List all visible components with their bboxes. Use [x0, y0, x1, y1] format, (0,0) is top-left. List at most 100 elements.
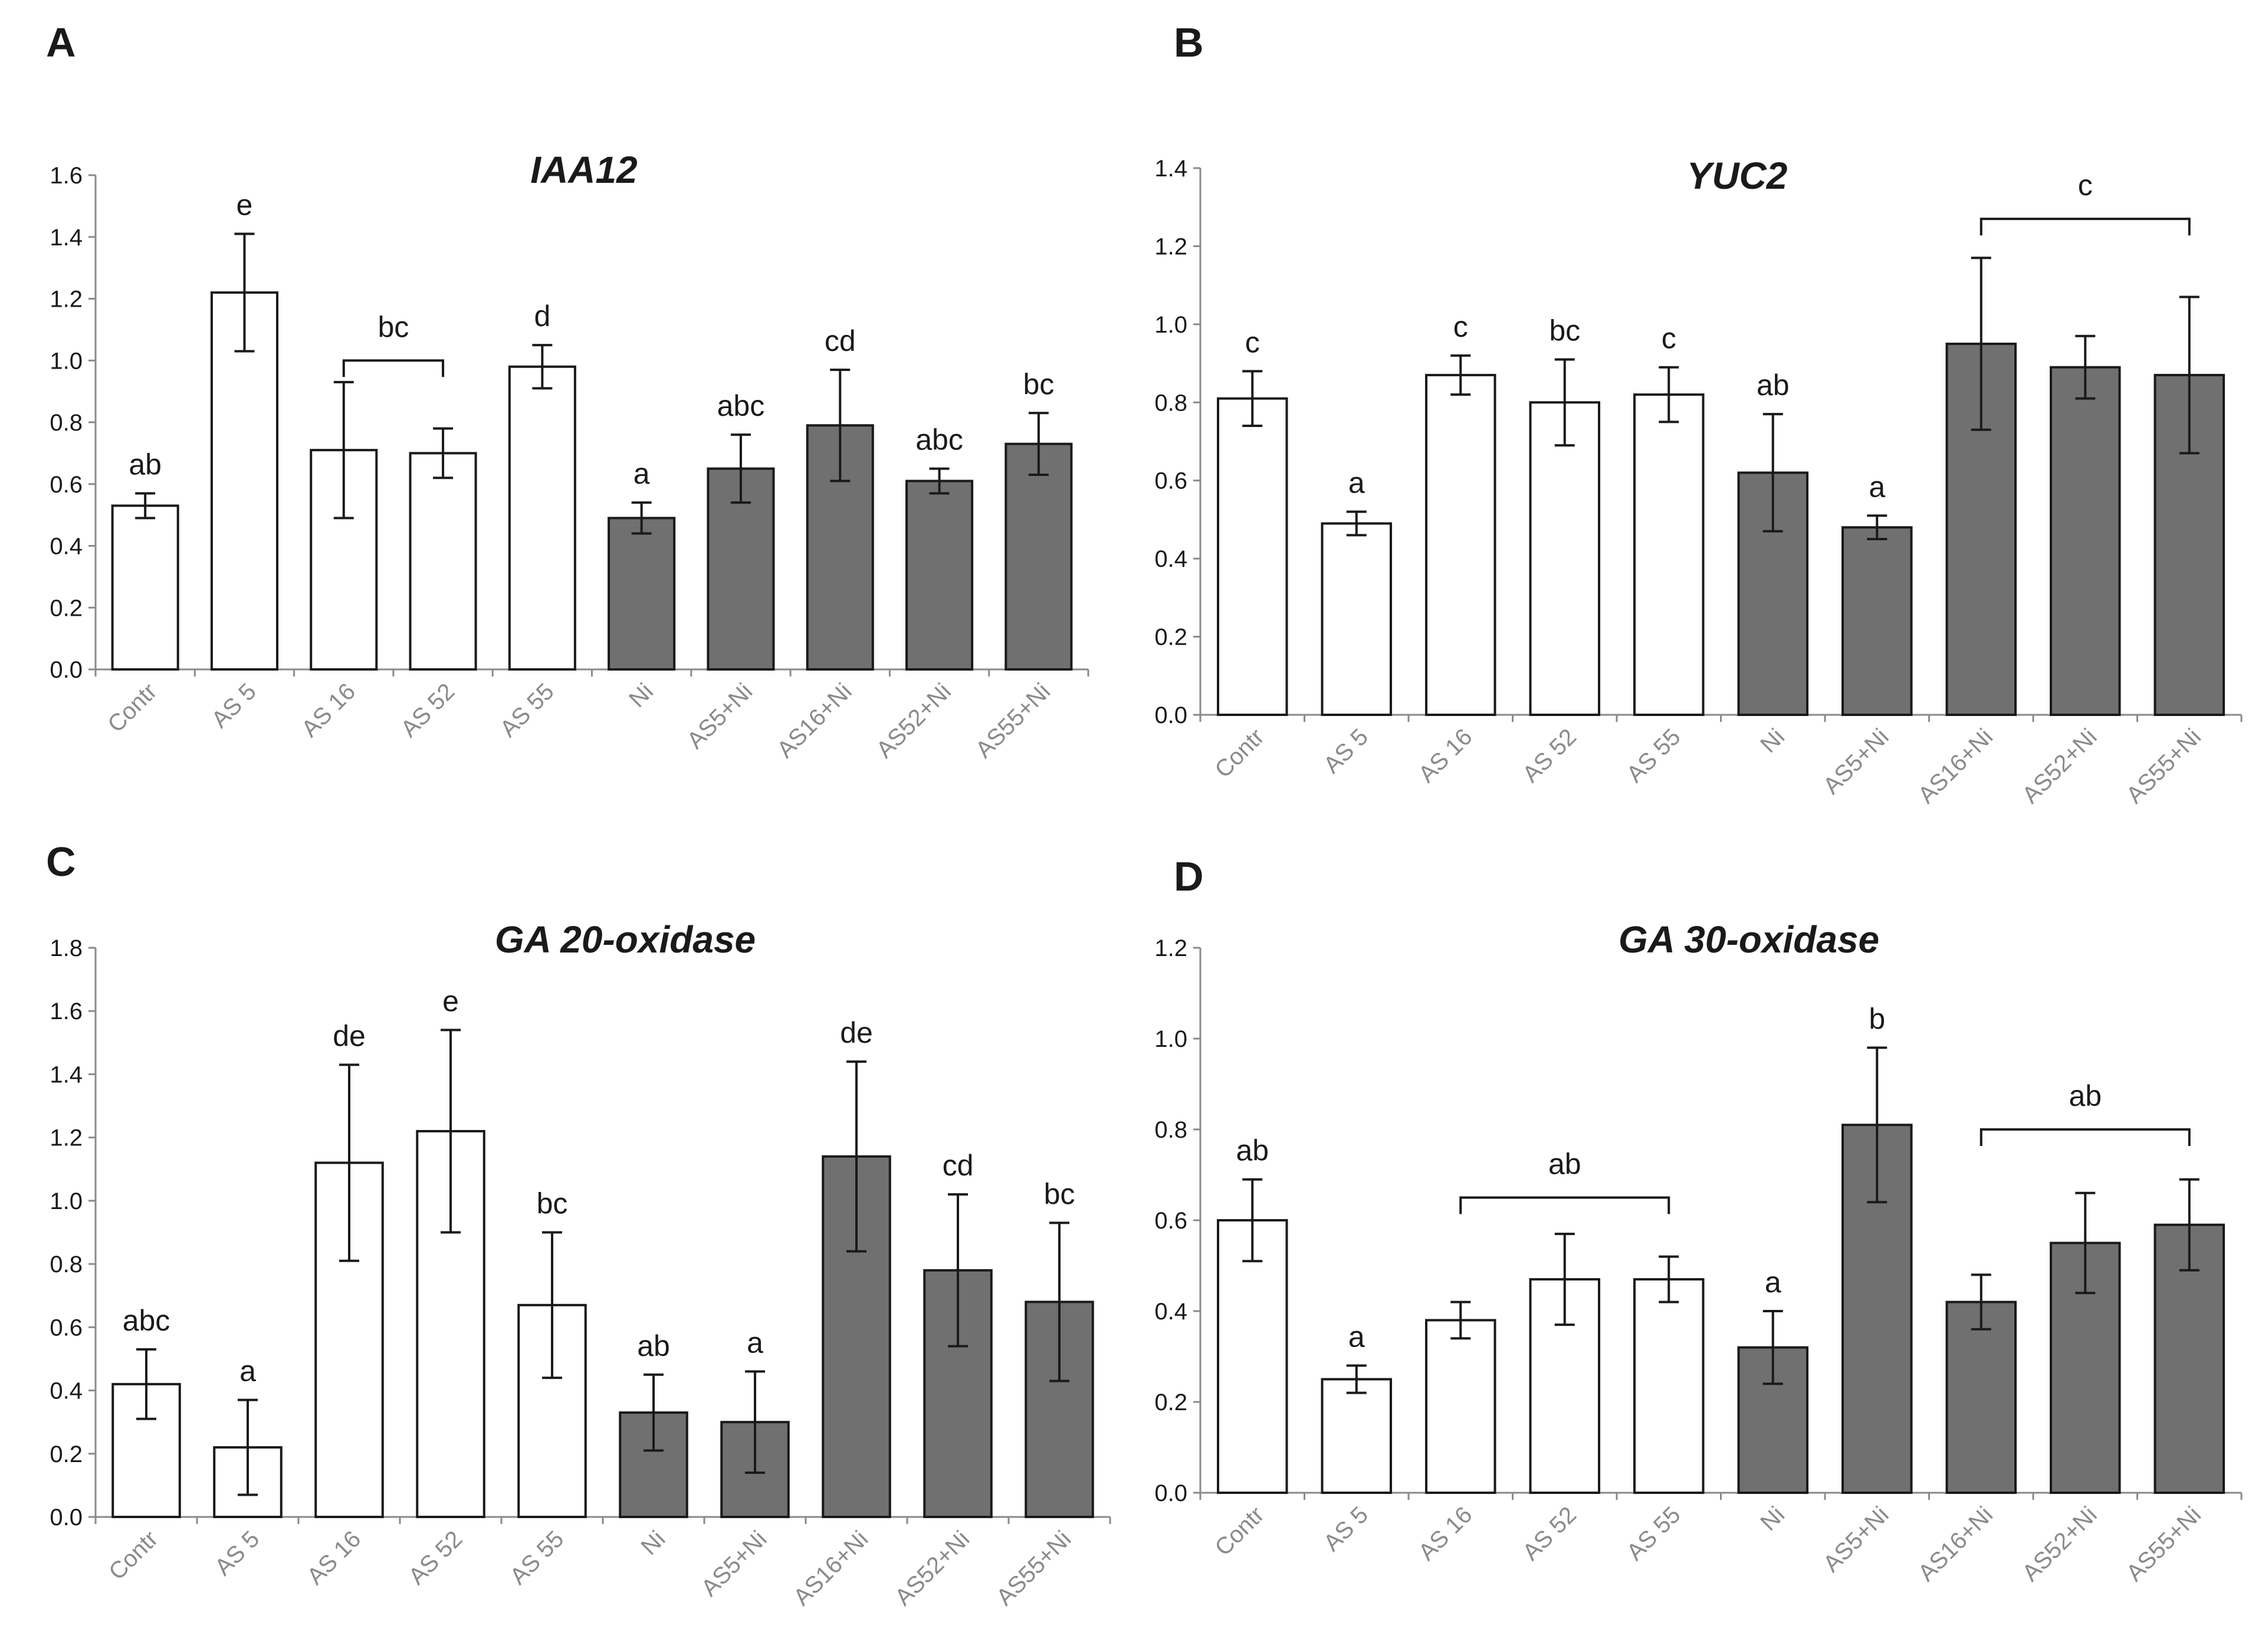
panel-a-category-label: AS 5 — [206, 678, 261, 733]
panel-b-bar — [1841, 526, 1913, 717]
panel-d-bar — [1217, 1219, 1288, 1494]
panel-c-y-tick-label: 1.0 — [50, 1188, 83, 1214]
panel-a-significance-bracket — [342, 359, 445, 377]
panel-c-y-tick-label: 1.2 — [50, 1125, 83, 1151]
panel-b-y-tick-label: 0.2 — [1154, 625, 1187, 651]
panel-c-y-tick-label: 1.6 — [50, 999, 83, 1024]
panel-b-category-label: AS16+Ni — [1913, 724, 1998, 809]
panel-a-letter: A — [46, 19, 76, 65]
panel-b-y-tick-label: 1.2 — [1154, 234, 1187, 260]
panel-d-y-tick-label: 1.0 — [1154, 1026, 1187, 1052]
panel-d-category-label: AS52+Ni — [2017, 1502, 2102, 1587]
panel-d-bar — [1633, 1278, 1705, 1495]
panel-b-bar — [1425, 373, 1496, 716]
panel-a-bar — [111, 504, 179, 671]
panel-c-y-tick-label: 0.8 — [50, 1252, 83, 1277]
panel-a-y-tick-label: 0.6 — [50, 472, 83, 498]
panel-a-significance-letter: e — [237, 189, 253, 222]
panel-a: A IAA12 0.0 0.2 0.4 0.6 0.8 1.0 1.2 1.4 1.6 ab Con… — [46, 19, 1089, 763]
panel-c-category-label: AS5+Ni — [697, 1526, 772, 1601]
panel-b-category-label: AS55+Ni — [2122, 724, 2207, 809]
panel-b-significance-letter: c — [1245, 326, 1260, 359]
panel-a-y-tick-label: 1.4 — [50, 225, 83, 251]
panel-a-significance-letter: bc — [1023, 367, 1054, 400]
panel-a-y-tick-label: 0.0 — [50, 657, 83, 683]
panel-b-y-tick-label: 0.6 — [1154, 468, 1187, 494]
panel-a-category-label: AS52+Ni — [871, 678, 956, 763]
panel-b-significance-letter: a — [1348, 467, 1365, 500]
panel-b-bar — [2050, 366, 2121, 716]
panel-c-significance-letter: a — [747, 1326, 763, 1359]
panel-b-category-label: AS52+Ni — [2017, 724, 2102, 809]
panel-b-y-tick-label: 0.4 — [1154, 546, 1187, 572]
panel-c-category-label: AS 55 — [505, 1526, 569, 1589]
panel-a-significance-letter: a — [633, 457, 650, 490]
panel-c-category-label: AS 5 — [210, 1526, 264, 1580]
panel-b-title: YUC2 — [1687, 155, 1788, 197]
panel-d-bar — [1321, 1378, 1392, 1494]
panel-c-significance-letter: ab — [637, 1329, 670, 1362]
panel-c-category-label: AS16+Ni — [789, 1526, 874, 1611]
panel-a-y-tick-label: 1.0 — [50, 348, 83, 374]
panel-d-y-tick-label: 1.2 — [1154, 935, 1187, 961]
panel-d-significance-letter: a — [1765, 1266, 1781, 1299]
panel-b-bar — [1217, 397, 1288, 716]
panel-a-y-tick-label: 0.2 — [50, 595, 83, 621]
panel-b-bar — [1633, 393, 1705, 716]
panel-c-y-tick-label: 1.8 — [50, 935, 83, 961]
panel-b-y-tick-label: 0.0 — [1154, 702, 1187, 728]
panel-a-y-tick-label: 0.8 — [50, 410, 83, 436]
panel-d-y-tick-label: 0.6 — [1154, 1208, 1187, 1234]
panel-a-significance-letter: abc — [915, 423, 963, 456]
panel-d-significance-bracket — [1980, 1128, 2191, 1146]
panel-a-bar — [608, 517, 676, 671]
panel-a-category-label: AS16+Ni — [772, 678, 857, 763]
panel-b-category-label: AS 5 — [1319, 724, 1373, 778]
panel-a-significance-letter: ab — [129, 448, 162, 481]
panel-c-significance-letter: cd — [943, 1149, 974, 1182]
panel-c-y-tick-label: 0.2 — [50, 1441, 83, 1467]
panel-b: B YUC2 0.0 0.2 0.4 0.6 0.8 1.0 1.2 1.4 c Contr a AS… — [1154, 19, 2243, 809]
panel-b-significance-letter: bc — [1549, 314, 1580, 347]
panel-c-category-label: AS52+Ni — [890, 1526, 975, 1611]
panel-d-category-label: AS16+Ni — [1913, 1502, 1998, 1587]
panel-a-category-label: AS 16 — [297, 678, 360, 742]
panel-d-category-label: AS 55 — [1621, 1502, 1685, 1565]
panel-d-category-label: AS 52 — [1518, 1502, 1581, 1565]
panel-a-plot-area: 0.0 0.2 0.4 0.6 0.8 1.0 1.2 1.4 1.6 ab Contr e AS 5 A… — [50, 163, 1089, 763]
panel-c-significance-letter: de — [333, 1019, 366, 1052]
panel-d-title: GA 30-oxidase — [1619, 918, 1879, 961]
panel-c-significance-letter: e — [442, 984, 459, 1017]
panel-a-category-label: AS55+Ni — [971, 678, 1056, 763]
panel-b-category-label: Ni — [1755, 724, 1790, 758]
panel-a-category-label: Ni — [624, 678, 658, 712]
panel-d-significance-bracket — [1459, 1196, 1670, 1214]
panel-b-category-label: AS 16 — [1413, 724, 1477, 787]
panel-d-category-label: Ni — [1755, 1502, 1790, 1536]
panel-b-y-tick-label: 1.4 — [1154, 156, 1187, 182]
panel-d-category-label: AS 16 — [1413, 1502, 1477, 1565]
panel-a-category-label: Contr — [103, 678, 162, 737]
panel-c-category-label: Ni — [636, 1526, 671, 1560]
panel-a-bracket-label: bc — [378, 310, 409, 343]
panel-d-significance-letter: a — [1348, 1320, 1365, 1353]
panel-a-bar — [905, 479, 974, 671]
panel-b-bar — [1321, 522, 1392, 716]
panel-d: D GA 30-oxidase 0.00.20.40.60.81.01.2abC… — [1154, 853, 2243, 1587]
panel-b-y-tick-label: 0.8 — [1154, 390, 1187, 416]
panel-c-y-tick-label: 0.0 — [50, 1505, 83, 1531]
panel-c-significance-letter: bc — [537, 1187, 568, 1220]
panel-a-category-label: AS 55 — [495, 678, 559, 742]
panel-d-y-tick-label: 0.8 — [1154, 1117, 1187, 1143]
panel-a-bar — [1005, 442, 1073, 671]
panel-b-significance-bracket — [1980, 218, 2191, 236]
panel-d-bar — [1425, 1319, 1496, 1494]
panel-c-title: GA 20-oxidase — [495, 918, 756, 961]
panel-d-bracket-label: ab — [2069, 1079, 2102, 1112]
panel-c-significance-letter: bc — [1044, 1177, 1075, 1210]
panel-c-significance-letter: abc — [123, 1304, 170, 1337]
panel-b-letter: B — [1174, 19, 1204, 65]
panel-a-title: IAA12 — [530, 149, 637, 191]
